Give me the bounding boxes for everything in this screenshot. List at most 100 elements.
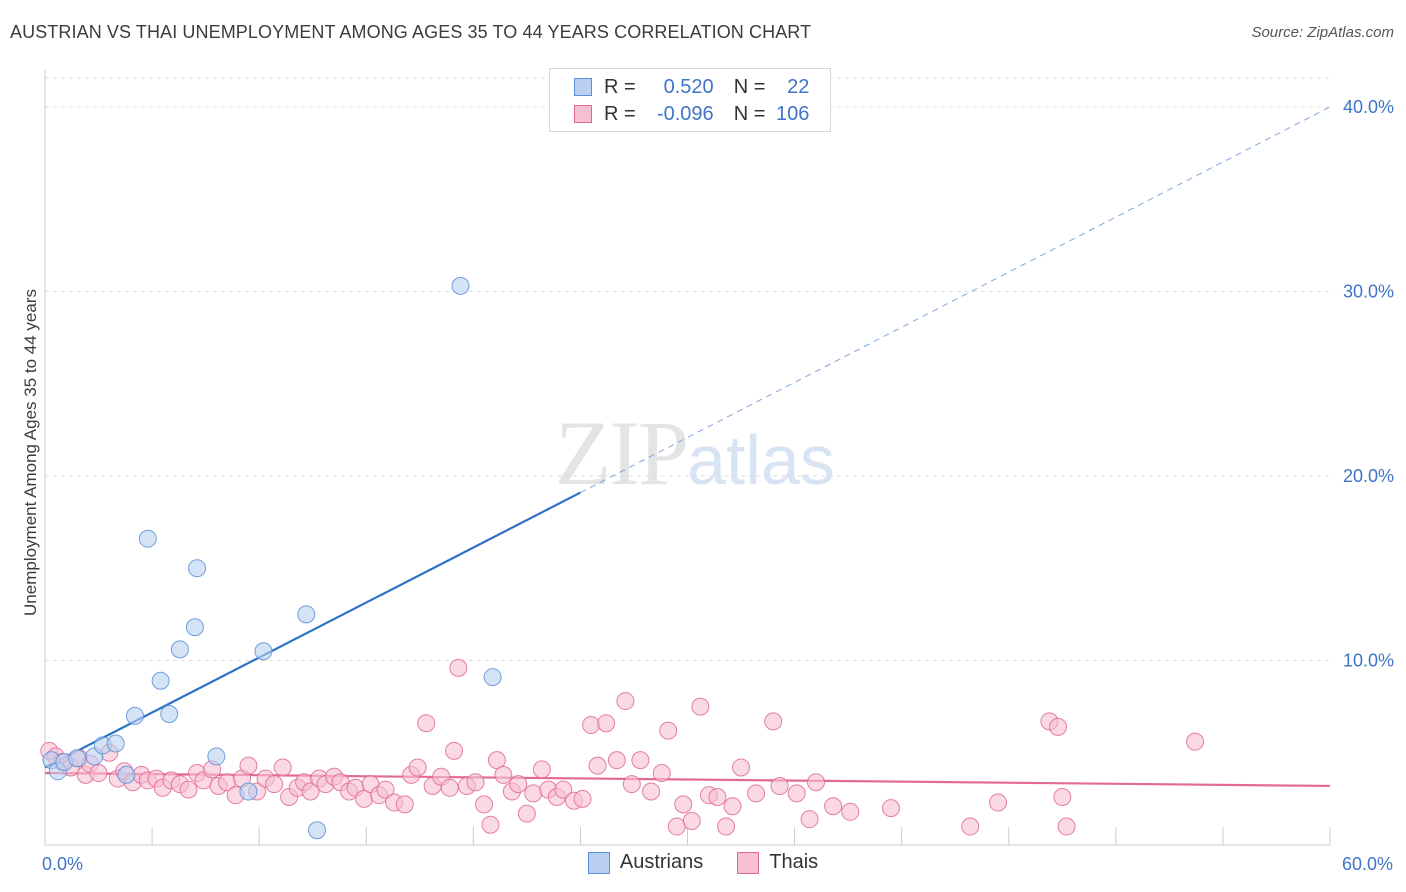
thais-point [588, 756, 607, 775]
austrians-point [160, 704, 179, 723]
thais-point [652, 764, 671, 783]
thais-point [607, 751, 626, 770]
thais-point [597, 714, 616, 733]
austrians-point [451, 276, 470, 295]
austrians-point [68, 749, 87, 768]
axis-labels: 10.0% 20.0% 30.0% 40.0% 0.0% 60.0% Unemploymen… [21, 97, 1394, 874]
thais-point [667, 817, 686, 836]
austrians-r-value: 0.520 [663, 75, 714, 98]
watermark-zip: ZIP [555, 402, 689, 504]
thais-point [787, 784, 806, 803]
thais-point [445, 741, 464, 760]
thais-point [532, 760, 551, 779]
thais-point [417, 714, 436, 733]
austrians-legend-swatch [587, 851, 610, 874]
thais-point [466, 773, 485, 792]
thais-point [708, 788, 727, 807]
axes [44, 70, 1330, 846]
thais-point [395, 795, 414, 814]
thais-legend-label: Thais [769, 851, 819, 873]
austrians-r-label: R = [604, 75, 636, 98]
thais-point [622, 775, 641, 794]
thais-point [1057, 817, 1076, 836]
watermark-atlas: atlas [687, 421, 835, 499]
thais-point [800, 810, 819, 829]
thais-point [747, 784, 766, 803]
thais-legend-swatch [737, 851, 760, 874]
thais-point [301, 782, 320, 801]
thais-point [265, 775, 284, 794]
austrians-point [170, 640, 189, 659]
austrians-point [151, 671, 170, 690]
austrians-legend-label: Austrians [619, 851, 704, 873]
thais-point [631, 751, 650, 770]
thais-point [770, 776, 789, 795]
y-tick-label: 40.0% [1343, 97, 1394, 117]
thais-point [1049, 717, 1068, 736]
chart-title: AUSTRIAN VS THAI UNEMPLOYMENT AMONG AGES… [10, 22, 812, 42]
y-tick-label: 10.0% [1343, 650, 1394, 670]
austrians-point [239, 782, 258, 801]
thais-point [764, 712, 783, 731]
thais-point [89, 764, 108, 783]
legend-row-thais: R = -0.096 N = 106 [574, 102, 809, 126]
trend-lines [44, 106, 1331, 788]
tick-marks [44, 827, 1331, 845]
austrians-point [138, 529, 157, 548]
series-legend: Austrians Thais [0, 851, 1406, 874]
austrians-point [117, 765, 136, 784]
watermark: ZIPatlas [555, 400, 835, 506]
austrians-n-label: N = [733, 75, 766, 98]
thais-point [494, 765, 513, 784]
thais-point [732, 758, 751, 777]
correlation-legend: R = 0.520 N = 22 R = -0.096 N = 106 [549, 68, 831, 132]
austrians-point [207, 747, 226, 766]
thais-point [582, 716, 601, 735]
thais-point [273, 758, 292, 777]
y-tick-label: 30.0% [1343, 281, 1394, 301]
thais-n-label: N = [733, 102, 766, 125]
source-label: Source: ZipAtlas.com [1251, 24, 1394, 41]
data-points [40, 276, 1205, 840]
austrians-trend-line [44, 491, 581, 769]
thais-point [481, 815, 500, 834]
legend-row-austrians: R = 0.520 N = 22 [574, 75, 809, 99]
thais-point [524, 784, 543, 803]
austrians-point [297, 605, 316, 624]
thais-point [841, 802, 860, 821]
legend-item-thais[interactable]: Thais [737, 851, 818, 874]
austrians-trend-extension [580, 106, 1331, 494]
x-tick-label: 0.0% [42, 854, 83, 874]
thais-point [239, 756, 258, 775]
thais-point [616, 692, 635, 711]
thais-point [517, 804, 536, 823]
thais-point [642, 782, 661, 801]
thais-point [408, 758, 427, 777]
thais-n-value: 106 [776, 102, 810, 125]
thais-point [1186, 732, 1205, 751]
thais-point [659, 721, 678, 740]
austrians-point [125, 706, 144, 725]
thais-r-label: R = [604, 102, 636, 125]
austrians-point [483, 668, 502, 687]
thais-point [376, 780, 395, 799]
thais-swatch [574, 105, 592, 123]
thais-point [881, 799, 900, 818]
thais-point [717, 817, 736, 836]
thais-point [475, 795, 494, 814]
thais-point [440, 778, 459, 797]
thais-point [824, 797, 843, 816]
thais-point [691, 697, 710, 716]
legend-item-austrians[interactable]: Austrians [587, 851, 704, 874]
y-axis-label: Unemployment Among Ages 35 to 44 years [21, 289, 40, 616]
thais-point [682, 812, 701, 831]
austrians-point [185, 618, 204, 637]
thais-point [554, 780, 573, 799]
thais-point [449, 658, 468, 677]
grid-lines [45, 77, 1330, 661]
austrians-n-value: 22 [787, 75, 810, 98]
thais-point [573, 789, 592, 808]
thais-point [509, 775, 528, 794]
thais-r-value: -0.096 [656, 102, 714, 125]
